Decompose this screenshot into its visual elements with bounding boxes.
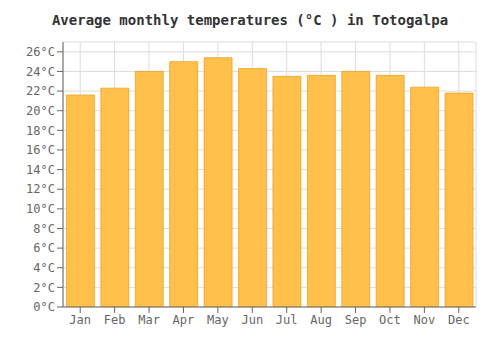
svg-text:Jun: Jun <box>241 313 263 327</box>
svg-text:16°C: 16°C <box>26 143 55 157</box>
svg-text:Jul: Jul <box>276 313 298 327</box>
svg-text:Mar: Mar <box>138 313 160 327</box>
svg-text:22°C: 22°C <box>26 84 55 98</box>
svg-text:14°C: 14°C <box>26 163 55 177</box>
svg-text:10°C: 10°C <box>26 202 55 216</box>
svg-text:20°C: 20°C <box>26 104 55 118</box>
svg-text:24°C: 24°C <box>26 65 55 79</box>
html-text:Average monthly temperatures (: Average monthly temperatures (°C ) in To… <box>51 12 449 28</box>
svg-text:Oct: Oct <box>379 313 401 327</box>
svg-text:26°C: 26°C <box>26 45 55 59</box>
svg-text:Jan: Jan <box>69 313 91 327</box>
svg-text:Dec: Dec <box>448 313 470 327</box>
svg-text:12°C: 12°C <box>26 182 55 196</box>
svg-text:2°C: 2°C <box>33 281 55 295</box>
svg-text:8°C: 8°C <box>33 222 55 236</box>
svg-text:Feb: Feb <box>104 313 126 327</box>
svg-text:Aug: Aug <box>310 313 332 327</box>
svg-text:Sep: Sep <box>345 313 367 327</box>
svg-text:Nov: Nov <box>414 313 436 327</box>
svg-text:4°C: 4°C <box>33 261 55 275</box>
svg-text:18°C: 18°C <box>26 124 55 138</box>
svg-text:0°C: 0°C <box>33 300 55 314</box>
svg-text:Apr: Apr <box>173 313 195 327</box>
svg-text:May: May <box>207 313 229 327</box>
svg-text:6°C: 6°C <box>33 241 55 255</box>
